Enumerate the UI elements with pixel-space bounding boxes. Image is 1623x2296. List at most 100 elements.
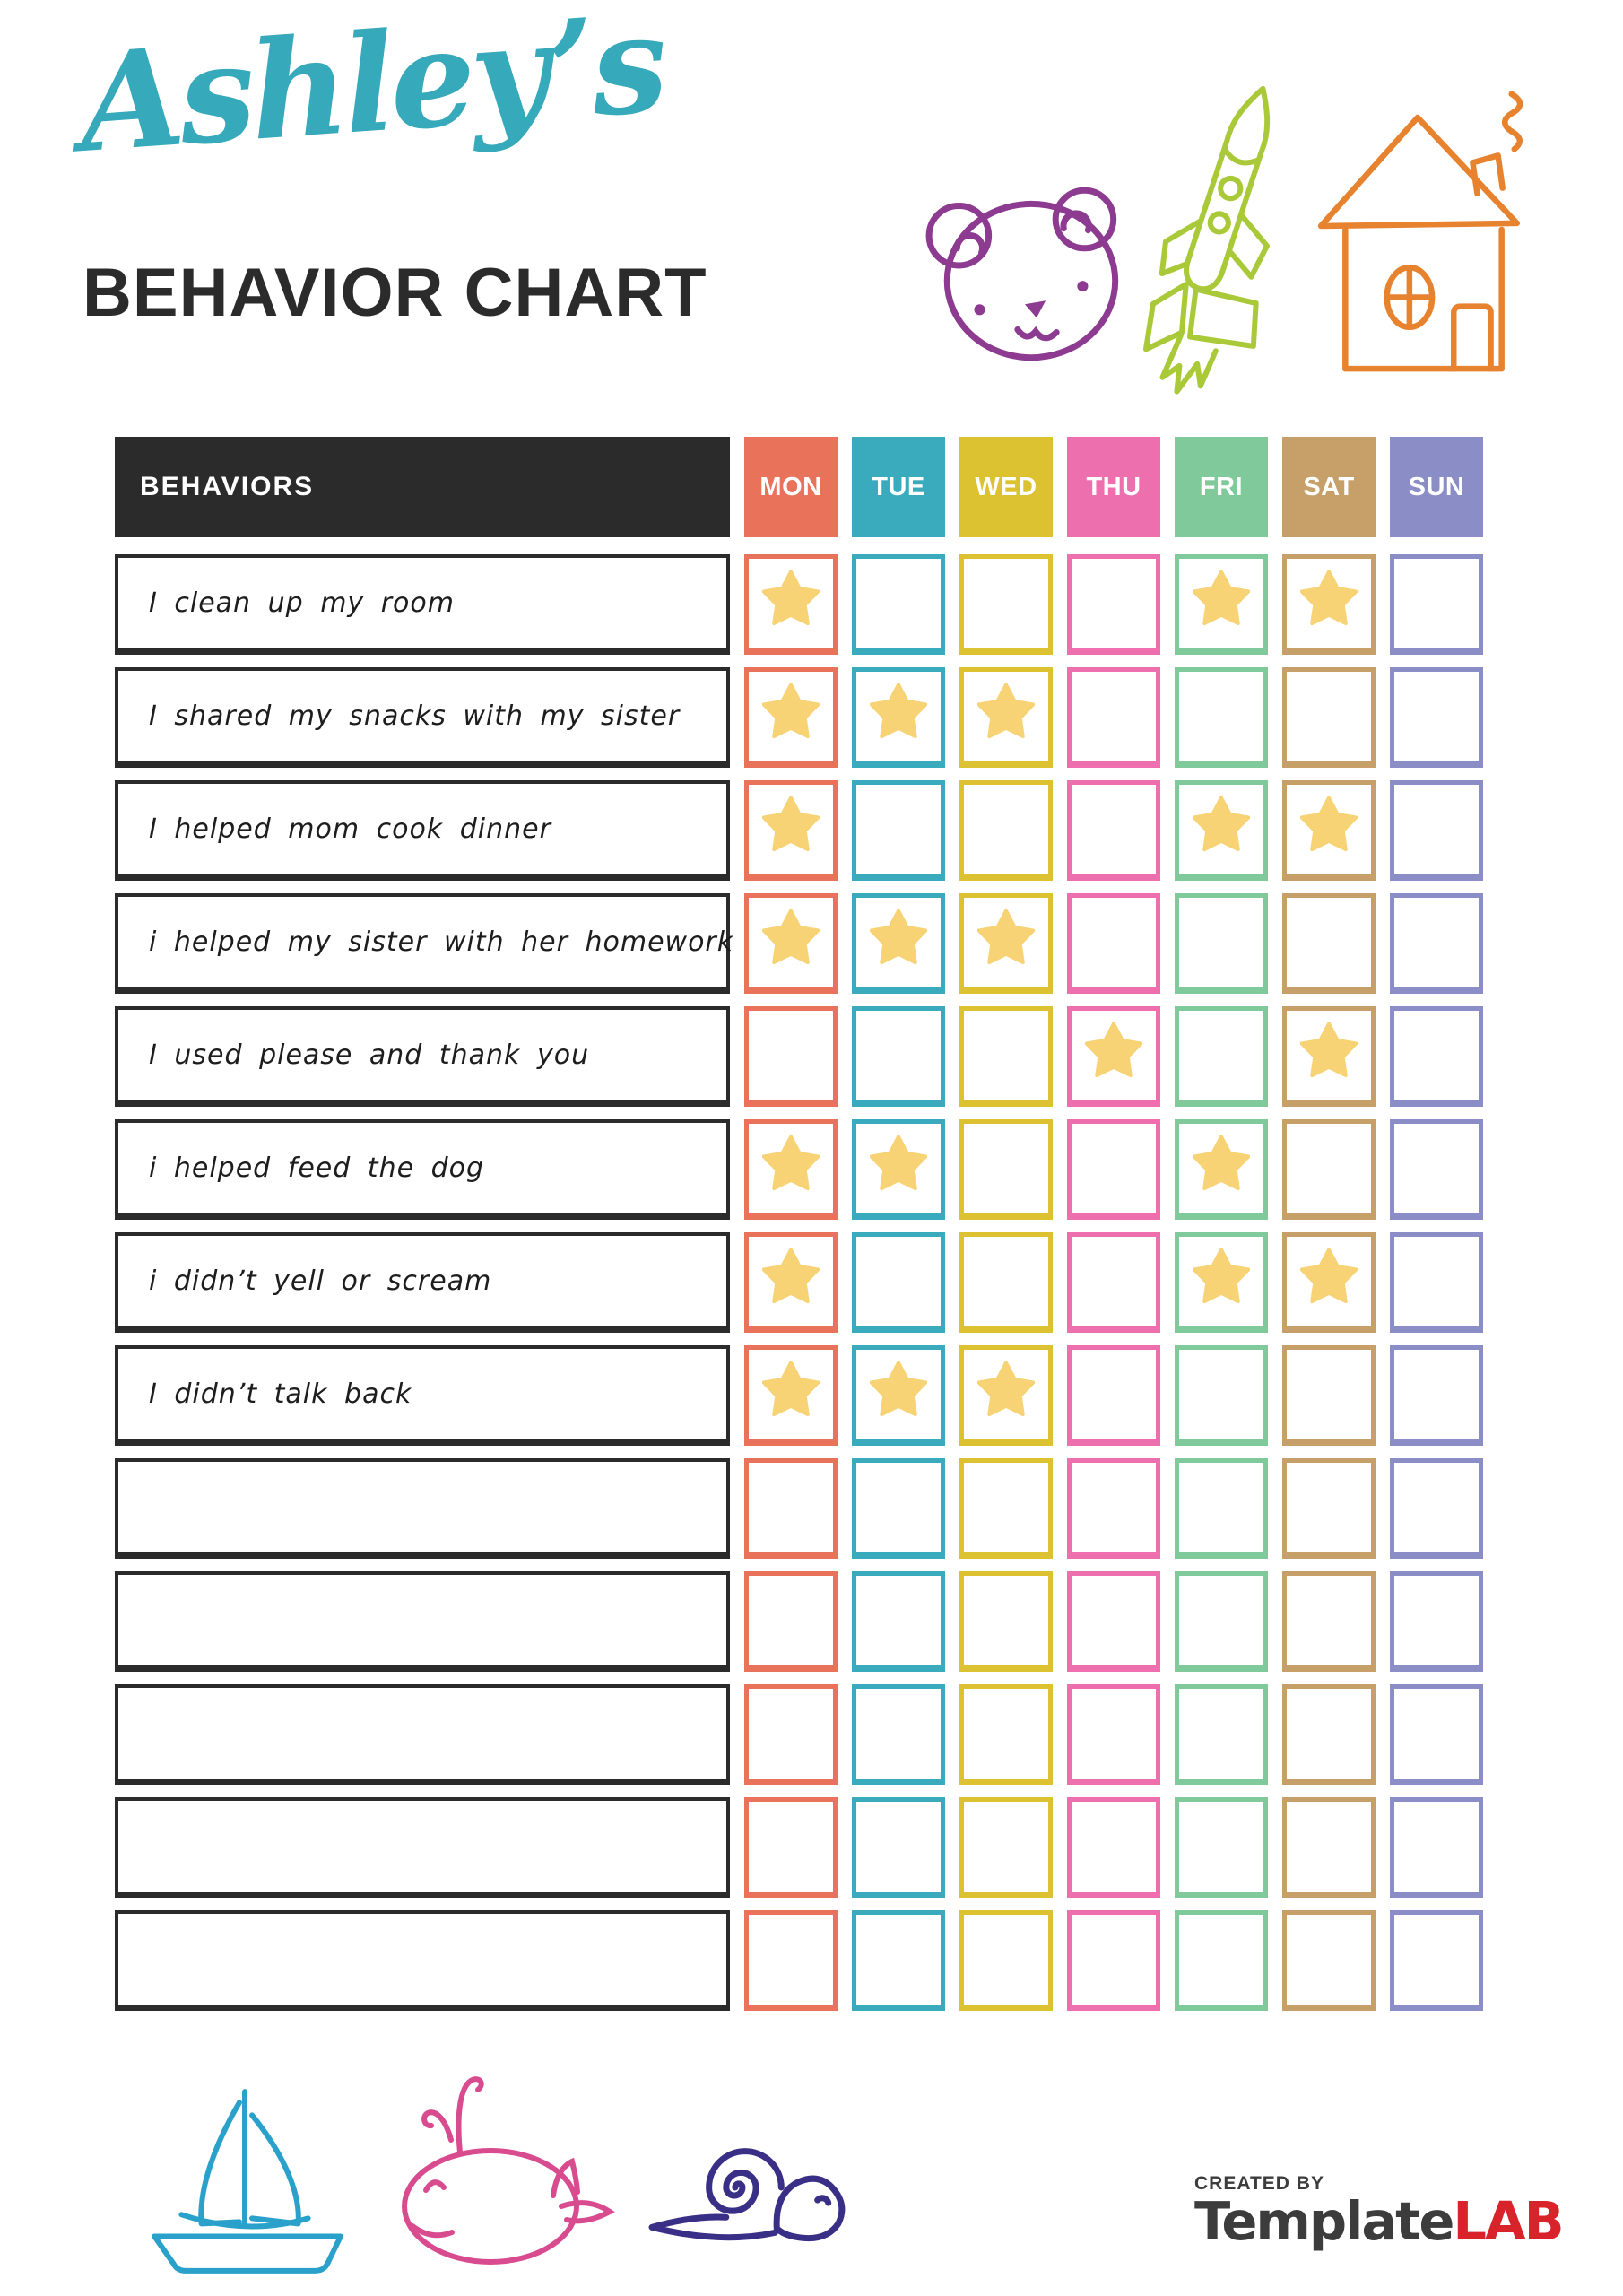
- star-cell-sun[interactable]: [1390, 1458, 1483, 1559]
- star-cell-wed[interactable]: [959, 780, 1053, 881]
- star-cell-sun[interactable]: [1390, 1006, 1483, 1107]
- behavior-label-cell[interactable]: [115, 1797, 730, 1898]
- star-cell-sat[interactable]: [1282, 1119, 1376, 1220]
- behavior-label-cell[interactable]: [115, 1684, 730, 1785]
- star-cell-fri[interactable]: [1175, 893, 1268, 994]
- star-cell-thu[interactable]: [1067, 1684, 1160, 1785]
- star-cell-sat[interactable]: [1282, 554, 1376, 655]
- star-cell-tue[interactable]: [852, 1797, 945, 1898]
- star-cell-mon[interactable]: [744, 1232, 838, 1333]
- star-cell-sat[interactable]: [1282, 780, 1376, 881]
- behavior-label-cell[interactable]: I helped mom cook dinner: [115, 780, 730, 881]
- star-cell-sat[interactable]: [1282, 1797, 1376, 1898]
- star-cell-thu[interactable]: [1067, 554, 1160, 655]
- star-cell-sun[interactable]: [1390, 780, 1483, 881]
- star-cell-mon[interactable]: [744, 1910, 838, 2011]
- star-cell-fri[interactable]: [1175, 667, 1268, 768]
- star-cell-fri[interactable]: [1175, 1119, 1268, 1220]
- star-cell-fri[interactable]: [1175, 1458, 1268, 1559]
- star-cell-fri[interactable]: [1175, 1797, 1268, 1898]
- star-cell-wed[interactable]: [959, 1684, 1053, 1785]
- star-cell-sat[interactable]: [1282, 1006, 1376, 1107]
- star-cell-thu[interactable]: [1067, 780, 1160, 881]
- star-cell-tue[interactable]: [852, 554, 945, 655]
- star-cell-wed[interactable]: [959, 1232, 1053, 1333]
- star-cell-thu[interactable]: [1067, 1119, 1160, 1220]
- star-cell-sun[interactable]: [1390, 1910, 1483, 2011]
- star-cell-tue[interactable]: [852, 1910, 945, 2011]
- star-cell-mon[interactable]: [744, 1345, 838, 1446]
- star-cell-tue[interactable]: [852, 1006, 945, 1107]
- star-cell-tue[interactable]: [852, 1119, 945, 1220]
- star-cell-sat[interactable]: [1282, 1571, 1376, 1672]
- star-cell-fri[interactable]: [1175, 1684, 1268, 1785]
- star-cell-wed[interactable]: [959, 1797, 1053, 1898]
- star-cell-sun[interactable]: [1390, 1571, 1483, 1672]
- star-cell-thu[interactable]: [1067, 1345, 1160, 1446]
- star-cell-tue[interactable]: [852, 1345, 945, 1446]
- star-cell-sat[interactable]: [1282, 667, 1376, 768]
- star-cell-mon[interactable]: [744, 1458, 838, 1559]
- star-cell-fri[interactable]: [1175, 554, 1268, 655]
- star-cell-thu[interactable]: [1067, 1910, 1160, 2011]
- behavior-label-cell[interactable]: [115, 1571, 730, 1672]
- star-cell-wed[interactable]: [959, 893, 1053, 994]
- star-cell-mon[interactable]: [744, 667, 838, 768]
- star-cell-sat[interactable]: [1282, 1232, 1376, 1333]
- behavior-label-cell[interactable]: i didn’t yell or scream: [115, 1232, 730, 1333]
- star-cell-sun[interactable]: [1390, 893, 1483, 994]
- behavior-label-cell[interactable]: i helped my sister with her homework: [115, 893, 733, 994]
- star-cell-sun[interactable]: [1390, 1345, 1483, 1446]
- star-cell-wed[interactable]: [959, 1119, 1053, 1220]
- star-cell-thu[interactable]: [1067, 1458, 1160, 1559]
- star-cell-wed[interactable]: [959, 1458, 1053, 1559]
- behavior-label-cell[interactable]: I shared my snacks with my sister: [115, 667, 730, 768]
- star-cell-sun[interactable]: [1390, 1119, 1483, 1220]
- star-cell-sat[interactable]: [1282, 1684, 1376, 1785]
- star-cell-mon[interactable]: [744, 1119, 838, 1220]
- star-cell-wed[interactable]: [959, 1910, 1053, 2011]
- star-cell-sat[interactable]: [1282, 893, 1376, 994]
- star-cell-tue[interactable]: [852, 893, 945, 994]
- star-cell-wed[interactable]: [959, 1345, 1053, 1446]
- star-cell-sat[interactable]: [1282, 1910, 1376, 2011]
- behavior-label-cell[interactable]: I used please and thank you: [115, 1006, 730, 1107]
- star-cell-thu[interactable]: [1067, 893, 1160, 994]
- star-cell-tue[interactable]: [852, 667, 945, 768]
- star-cell-sun[interactable]: [1390, 1232, 1483, 1333]
- star-cell-thu[interactable]: [1067, 1571, 1160, 1672]
- behavior-label-cell[interactable]: [115, 1458, 730, 1559]
- star-cell-sat[interactable]: [1282, 1458, 1376, 1559]
- behavior-label-cell[interactable]: I clean up my room: [115, 554, 730, 655]
- star-cell-wed[interactable]: [959, 554, 1053, 655]
- star-cell-mon[interactable]: [744, 1571, 838, 1672]
- star-cell-thu[interactable]: [1067, 1797, 1160, 1898]
- behavior-label-cell[interactable]: [115, 1910, 730, 2011]
- star-cell-sun[interactable]: [1390, 554, 1483, 655]
- star-cell-tue[interactable]: [852, 1458, 945, 1559]
- star-cell-sun[interactable]: [1390, 667, 1483, 768]
- star-cell-fri[interactable]: [1175, 1910, 1268, 2011]
- star-cell-sat[interactable]: [1282, 1345, 1376, 1446]
- star-cell-thu[interactable]: [1067, 667, 1160, 768]
- star-cell-fri[interactable]: [1175, 1571, 1268, 1672]
- star-cell-fri[interactable]: [1175, 780, 1268, 881]
- star-cell-wed[interactable]: [959, 1006, 1053, 1107]
- star-cell-thu[interactable]: [1067, 1232, 1160, 1333]
- star-cell-mon[interactable]: [744, 1684, 838, 1785]
- star-cell-tue[interactable]: [852, 1571, 945, 1672]
- star-cell-tue[interactable]: [852, 780, 945, 881]
- star-cell-fri[interactable]: [1175, 1345, 1268, 1446]
- star-cell-sun[interactable]: [1390, 1684, 1483, 1785]
- star-cell-mon[interactable]: [744, 554, 838, 655]
- star-cell-tue[interactable]: [852, 1684, 945, 1785]
- star-cell-tue[interactable]: [852, 1232, 945, 1333]
- star-cell-mon[interactable]: [744, 780, 838, 881]
- star-cell-fri[interactable]: [1175, 1006, 1268, 1107]
- star-cell-sun[interactable]: [1390, 1797, 1483, 1898]
- behavior-label-cell[interactable]: i helped feed the dog: [115, 1119, 730, 1220]
- star-cell-thu[interactable]: [1067, 1006, 1160, 1107]
- star-cell-mon[interactable]: [744, 1797, 838, 1898]
- star-cell-mon[interactable]: [744, 893, 838, 994]
- star-cell-fri[interactable]: [1175, 1232, 1268, 1333]
